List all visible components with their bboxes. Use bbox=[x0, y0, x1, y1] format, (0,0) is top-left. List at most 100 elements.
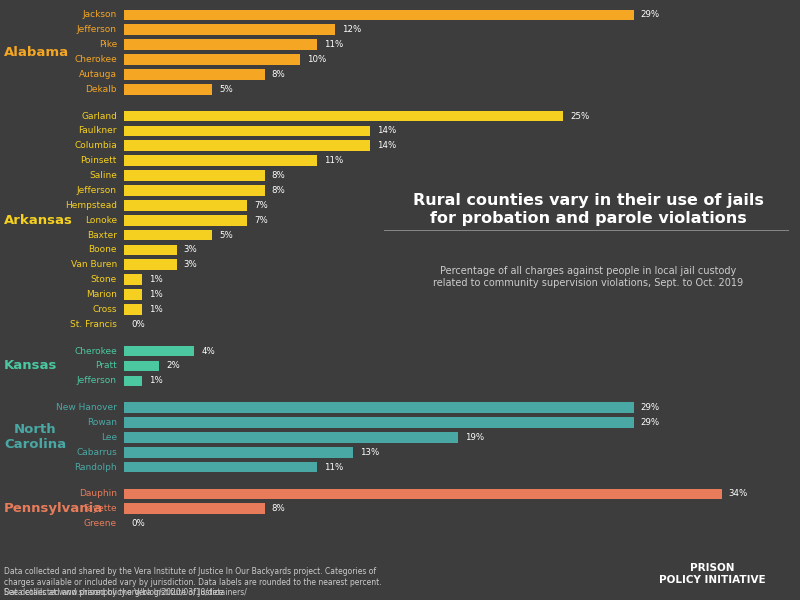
Text: Greene: Greene bbox=[84, 519, 117, 528]
Text: Lonoke: Lonoke bbox=[85, 216, 117, 225]
Text: Cross: Cross bbox=[93, 305, 117, 314]
Text: 19%: 19% bbox=[465, 433, 484, 442]
Text: 8%: 8% bbox=[272, 70, 286, 79]
Text: 1%: 1% bbox=[149, 290, 162, 299]
Bar bbox=[124, 25, 335, 35]
Text: 12%: 12% bbox=[342, 25, 362, 34]
Bar bbox=[124, 69, 265, 80]
Bar bbox=[124, 503, 265, 514]
Text: Cherokee: Cherokee bbox=[74, 347, 117, 356]
Text: 14%: 14% bbox=[377, 127, 396, 136]
Text: Pike: Pike bbox=[98, 40, 117, 49]
Text: Poinsett: Poinsett bbox=[81, 156, 117, 165]
Bar bbox=[124, 170, 265, 181]
Bar bbox=[124, 417, 634, 428]
Text: St. Francis: St. Francis bbox=[70, 320, 117, 329]
Text: Jefferson: Jefferson bbox=[77, 25, 117, 34]
Bar bbox=[124, 402, 634, 413]
Text: 34%: 34% bbox=[729, 490, 748, 499]
Bar bbox=[124, 274, 142, 285]
Text: 29%: 29% bbox=[641, 418, 660, 427]
Text: 1%: 1% bbox=[149, 275, 162, 284]
Text: 11%: 11% bbox=[325, 40, 344, 49]
Text: 8%: 8% bbox=[272, 504, 286, 513]
Text: Pratt: Pratt bbox=[95, 361, 117, 370]
Bar bbox=[124, 185, 265, 196]
Bar bbox=[124, 245, 177, 256]
Bar bbox=[124, 447, 353, 458]
Text: 13%: 13% bbox=[359, 448, 379, 457]
Text: North
Carolina: North Carolina bbox=[4, 424, 66, 451]
Text: Rural counties vary in their use of jails
for probation and parole violations: Rural counties vary in their use of jail… bbox=[413, 193, 763, 226]
Text: 7%: 7% bbox=[254, 201, 268, 210]
Bar bbox=[124, 84, 212, 95]
Text: Dekalb: Dekalb bbox=[86, 85, 117, 94]
Text: Pennsylvania: Pennsylvania bbox=[4, 502, 103, 515]
Bar bbox=[124, 432, 458, 443]
Bar bbox=[124, 40, 318, 50]
Text: Baxter: Baxter bbox=[87, 230, 117, 239]
Text: Arkansas: Arkansas bbox=[4, 214, 73, 227]
Text: Garland: Garland bbox=[81, 112, 117, 121]
Text: 5%: 5% bbox=[219, 230, 233, 239]
Text: 11%: 11% bbox=[325, 156, 344, 165]
Text: 10%: 10% bbox=[307, 55, 326, 64]
Bar bbox=[124, 462, 318, 472]
Text: Saline: Saline bbox=[89, 171, 117, 180]
Bar bbox=[124, 125, 370, 136]
Text: Data collected and shared by the Vera Institute of Justice: Data collected and shared by the Vera In… bbox=[4, 588, 226, 597]
Bar bbox=[124, 230, 212, 241]
Text: Cherokee: Cherokee bbox=[74, 55, 117, 64]
Text: 1%: 1% bbox=[149, 305, 162, 314]
Bar bbox=[124, 259, 177, 270]
Bar bbox=[124, 488, 722, 499]
Text: Alabama: Alabama bbox=[4, 46, 69, 59]
Text: 3%: 3% bbox=[184, 260, 198, 269]
Text: 5%: 5% bbox=[219, 85, 233, 94]
Bar bbox=[124, 304, 142, 315]
Text: Stone: Stone bbox=[90, 275, 117, 284]
Text: 0%: 0% bbox=[131, 519, 145, 528]
Text: 0%: 0% bbox=[131, 320, 145, 329]
Bar bbox=[124, 215, 247, 226]
Bar bbox=[124, 140, 370, 151]
Bar bbox=[124, 200, 247, 211]
Bar bbox=[124, 155, 318, 166]
Text: Lee: Lee bbox=[101, 433, 117, 442]
Text: 7%: 7% bbox=[254, 216, 268, 225]
Text: Marion: Marion bbox=[86, 290, 117, 299]
Text: Cabarrus: Cabarrus bbox=[76, 448, 117, 457]
Text: 4%: 4% bbox=[202, 347, 215, 356]
Text: 3%: 3% bbox=[184, 245, 198, 254]
Text: Jackson: Jackson bbox=[82, 10, 117, 19]
Bar bbox=[124, 111, 563, 121]
Text: Data collected and shared by the Vera Institute of Justice In Our Backyards proj: Data collected and shared by the Vera In… bbox=[4, 567, 382, 597]
Text: 29%: 29% bbox=[641, 10, 660, 19]
Text: 11%: 11% bbox=[325, 463, 344, 472]
Text: Boone: Boone bbox=[89, 245, 117, 254]
Text: Randolph: Randolph bbox=[74, 463, 117, 472]
Text: Faulkner: Faulkner bbox=[78, 127, 117, 136]
Bar bbox=[124, 54, 300, 65]
Bar bbox=[124, 376, 142, 386]
Bar bbox=[124, 361, 159, 371]
Text: Jefferson: Jefferson bbox=[77, 186, 117, 195]
Text: 29%: 29% bbox=[641, 403, 660, 412]
Text: Columbia: Columbia bbox=[74, 142, 117, 151]
Text: New Hanover: New Hanover bbox=[56, 403, 117, 412]
Text: 25%: 25% bbox=[570, 112, 590, 121]
Text: Jefferson: Jefferson bbox=[77, 376, 117, 385]
Text: Autauga: Autauga bbox=[79, 70, 117, 79]
Text: Hempstead: Hempstead bbox=[65, 201, 117, 210]
Bar bbox=[124, 289, 142, 300]
Bar bbox=[124, 10, 634, 20]
Text: 14%: 14% bbox=[377, 142, 396, 151]
Text: 8%: 8% bbox=[272, 171, 286, 180]
Bar bbox=[124, 346, 194, 356]
Text: Kansas: Kansas bbox=[4, 359, 58, 373]
Text: PRISON
POLICY INITIATIVE: PRISON POLICY INITIATIVE bbox=[658, 563, 766, 585]
Text: Van Buren: Van Buren bbox=[70, 260, 117, 269]
Text: Dauphin: Dauphin bbox=[79, 490, 117, 499]
Text: 1%: 1% bbox=[149, 376, 162, 385]
Text: 2%: 2% bbox=[166, 361, 180, 370]
